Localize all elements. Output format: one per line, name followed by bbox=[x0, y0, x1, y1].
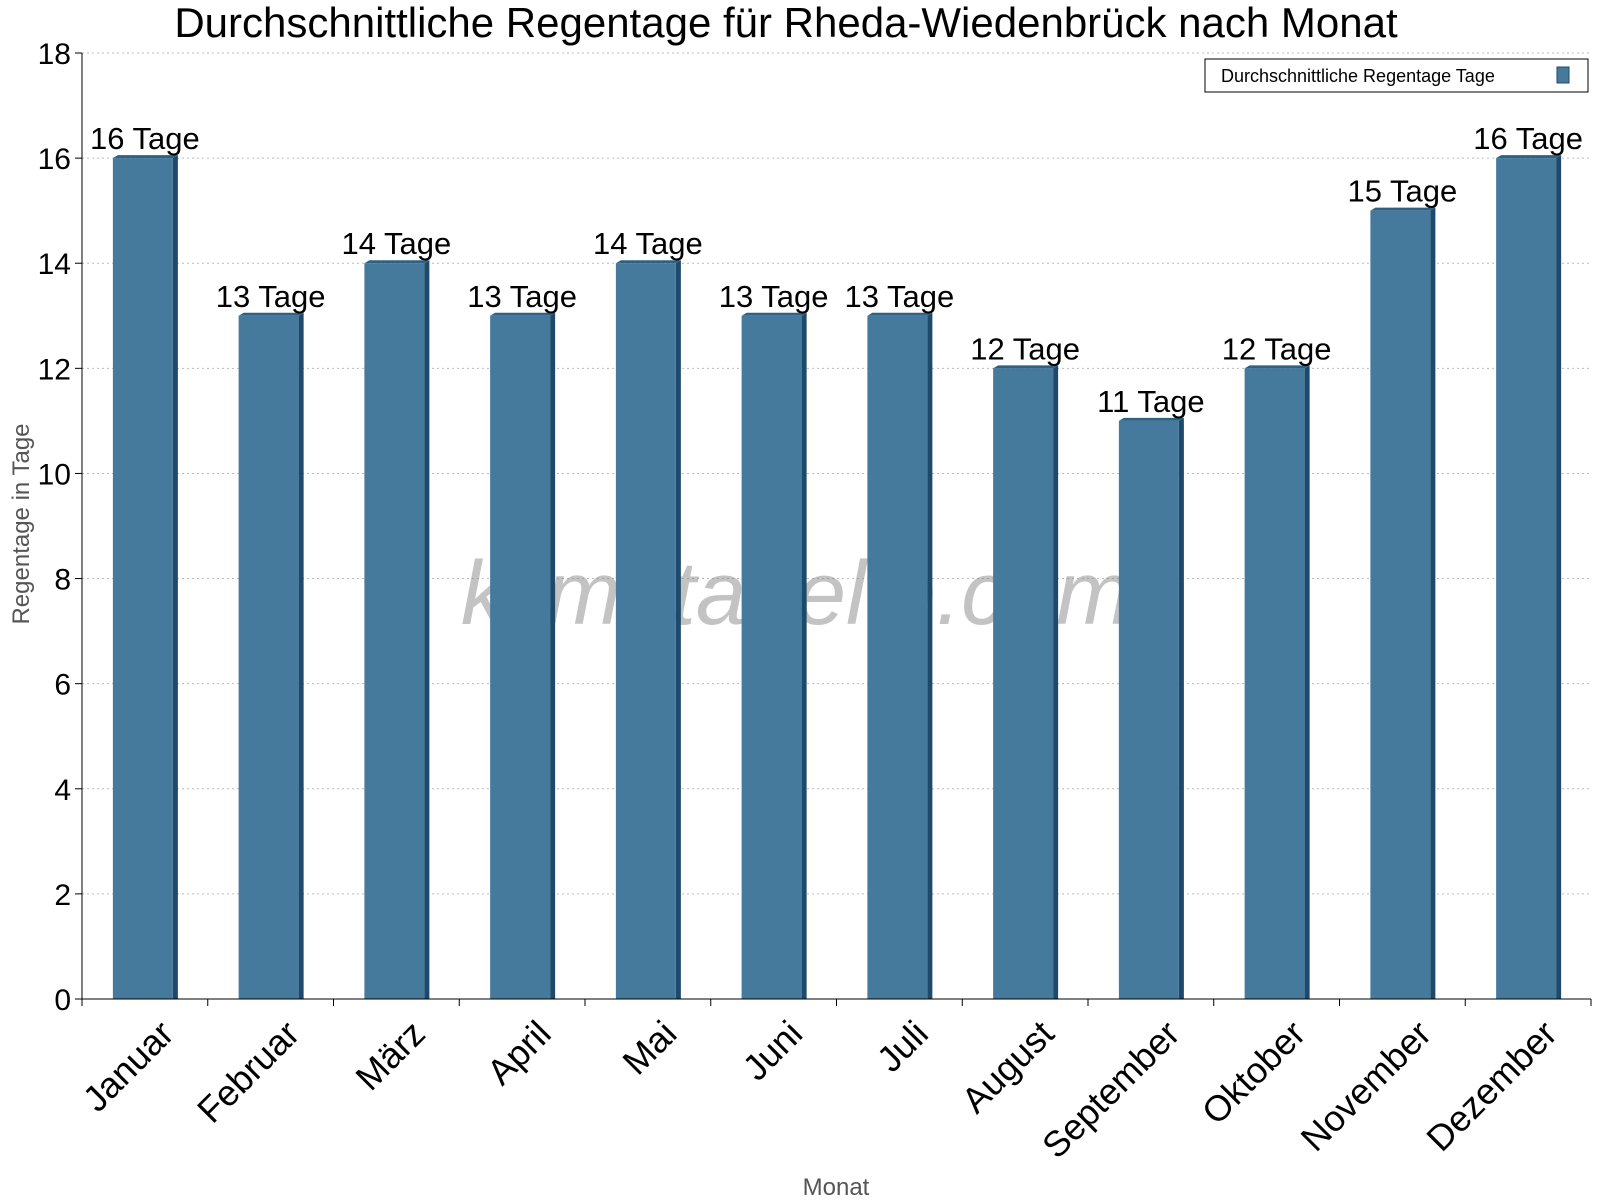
bar-side-7 bbox=[1053, 365, 1059, 999]
data-label-5: 13 Tage bbox=[719, 279, 829, 314]
y-tick-label-7: 14 bbox=[38, 248, 71, 281]
bar-top-1 bbox=[238, 312, 304, 316]
x-axis-ticks: Januar Februar März April Mai Juni Juli AugustS… bbox=[75, 999, 1592, 1167]
bar-front-11 bbox=[1496, 158, 1557, 1000]
y-tick-label-9: 18 bbox=[38, 38, 71, 71]
legend-swatch bbox=[1556, 66, 1570, 84]
bar-side-8 bbox=[1178, 417, 1184, 999]
bar-april bbox=[490, 312, 556, 999]
bar-side-10 bbox=[1430, 207, 1436, 999]
data-label-4: 14 Tage bbox=[593, 226, 703, 261]
data-labels: 16 Tage 13 Tage 14 Tage 13 Tage 14 Tage 13 Ta… bbox=[90, 121, 1583, 419]
bar-november bbox=[1370, 207, 1436, 999]
y-tick-label-5: 10 bbox=[38, 458, 71, 491]
x-axis-title: Monat bbox=[803, 1174, 870, 1200]
bar-top-8 bbox=[1118, 417, 1184, 421]
bar-top-11 bbox=[1496, 155, 1562, 159]
bar-side-4 bbox=[675, 260, 681, 999]
bar-front-4 bbox=[615, 263, 676, 999]
bar-oktober bbox=[1244, 365, 1310, 999]
bar-januar bbox=[112, 155, 178, 1000]
bar-front-0 bbox=[112, 158, 173, 1000]
y-axis-title: Regentage in Tage bbox=[8, 423, 35, 624]
x-tick-label-10: November bbox=[1293, 1013, 1439, 1159]
y-axis-ticks: 0 2 4 6 8 10 12 14 16 18 bbox=[38, 38, 82, 1017]
bar-august bbox=[993, 365, 1059, 999]
y-tick-label-3: 6 bbox=[54, 669, 71, 702]
bar-dezember bbox=[1496, 155, 1562, 1000]
bar-front-7 bbox=[993, 368, 1054, 999]
bar-side-6 bbox=[927, 312, 933, 999]
x-tick-label-4: Mai bbox=[614, 1013, 684, 1083]
data-label-6: 13 Tage bbox=[844, 279, 954, 314]
bar-side-11 bbox=[1556, 155, 1562, 1000]
x-tick-label-5: Juni bbox=[734, 1013, 810, 1089]
bar-side-1 bbox=[298, 312, 304, 999]
y-tick-label-0: 0 bbox=[54, 984, 71, 1017]
x-tick-label-0: Januar bbox=[75, 1013, 182, 1120]
bar-top-3 bbox=[490, 312, 556, 316]
x-tick-label-6: Juli bbox=[869, 1013, 936, 1080]
data-label-2: 14 Tage bbox=[341, 226, 451, 261]
bar-top-9 bbox=[1244, 365, 1310, 369]
bar-februar bbox=[238, 312, 304, 999]
y-tick-label-6: 12 bbox=[38, 353, 71, 386]
x-tick-label-3: April bbox=[479, 1013, 559, 1093]
data-label-1: 13 Tage bbox=[216, 279, 326, 314]
x-tick-label-7: August bbox=[953, 1013, 1061, 1121]
x-tick-label-9: Oktober bbox=[1194, 1013, 1314, 1133]
chart-title: Durchschnittliche Regentage für Rheda-Wi… bbox=[174, 0, 1398, 46]
data-label-7: 12 Tage bbox=[970, 331, 1080, 366]
bar-märz bbox=[364, 260, 430, 999]
bar-top-6 bbox=[867, 312, 933, 316]
legend-box bbox=[1204, 58, 1589, 93]
bar-series bbox=[112, 155, 1562, 1000]
bar-top-10 bbox=[1370, 207, 1436, 211]
y-tick-label-4: 8 bbox=[54, 564, 71, 597]
bar-side-3 bbox=[550, 312, 556, 999]
bar-side-9 bbox=[1304, 365, 1310, 999]
x-tick-label-2: März bbox=[347, 1013, 433, 1099]
bar-side-5 bbox=[801, 312, 807, 999]
bar-juni bbox=[741, 312, 807, 999]
y-tick-label-8: 16 bbox=[38, 143, 71, 176]
bar-front-10 bbox=[1370, 210, 1431, 999]
bar-top-5 bbox=[741, 312, 807, 316]
bar-top-7 bbox=[993, 365, 1059, 369]
bar-side-0 bbox=[172, 155, 178, 1000]
bar-front-3 bbox=[490, 315, 551, 999]
data-label-8: 11 Tage bbox=[1097, 384, 1204, 419]
x-tick-label-11: Dezember bbox=[1418, 1013, 1564, 1159]
bar-front-1 bbox=[238, 315, 299, 999]
data-label-11: 16 Tage bbox=[1473, 121, 1583, 156]
bar-september bbox=[1118, 417, 1184, 999]
data-label-3: 13 Tage bbox=[467, 279, 577, 314]
bar-top-4 bbox=[615, 260, 681, 264]
data-label-10: 15 Tage bbox=[1347, 174, 1457, 209]
bar-top-0 bbox=[112, 155, 178, 159]
bar-front-2 bbox=[364, 263, 425, 999]
x-tick-label-8: September bbox=[1034, 1013, 1188, 1167]
bar-top-2 bbox=[364, 260, 430, 264]
bar-side-2 bbox=[424, 260, 430, 999]
legend-label: Durchschnittliche Regentage Tage bbox=[1221, 66, 1495, 86]
data-label-0: 16 Tage bbox=[90, 121, 200, 156]
y-tick-label-2: 4 bbox=[54, 774, 71, 807]
bar-front-5 bbox=[741, 315, 802, 999]
data-label-9: 12 Tage bbox=[1222, 331, 1332, 366]
bar-mai bbox=[615, 260, 681, 999]
bar-juli bbox=[867, 312, 933, 999]
y-tick-label-1: 2 bbox=[54, 879, 71, 912]
bar-front-8 bbox=[1118, 420, 1179, 999]
x-tick-label-1: Februar bbox=[189, 1013, 307, 1131]
bar-front-6 bbox=[867, 315, 928, 999]
gridlines bbox=[82, 52, 1591, 895]
bar-front-9 bbox=[1244, 368, 1305, 999]
legend: Durchschnittliche Regentage Tage bbox=[1204, 58, 1589, 93]
